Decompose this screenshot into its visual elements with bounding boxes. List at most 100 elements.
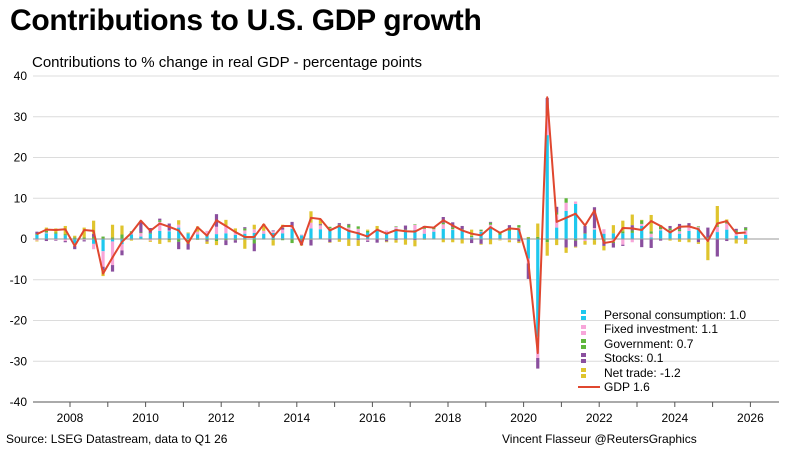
bar-segment-net-trade: [413, 240, 417, 247]
bar-segment-investment: [356, 228, 360, 233]
bar-segment-net-trade: [347, 239, 351, 246]
bar-segment-consumption: [205, 234, 209, 239]
bar-segment-government: [92, 236, 96, 239]
bar-segment-investment: [110, 241, 115, 266]
bar-segment-consumption: [734, 235, 738, 239]
bar-segment-government: [441, 222, 445, 225]
bar-segment-investment: [470, 236, 474, 238]
bar-segment-consumption: [195, 234, 200, 239]
bar-segment-government: [139, 232, 143, 234]
bar-segment-stocks: [507, 225, 512, 230]
bar-segment-consumption: [526, 239, 530, 259]
bar-segment-government: [545, 239, 549, 243]
bar-segment-investment: [592, 228, 597, 230]
bar-segment-consumption: [621, 233, 625, 239]
bar-segment-stocks: [659, 239, 663, 241]
legend-swatch: [581, 338, 586, 349]
bar-segment-investment: [677, 231, 682, 234]
bar-segment-stocks: [252, 243, 256, 252]
bar-segment-stocks: [139, 221, 143, 233]
legend-swatch: [581, 367, 586, 378]
bar-segment-consumption: [347, 230, 351, 239]
bar-segment-consumption: [384, 232, 389, 239]
bar-segment-investment: [602, 229, 606, 234]
bar-segment-investment: [318, 225, 323, 230]
bar-segment-stocks: [526, 263, 530, 279]
bar-segment-net-trade: [517, 241, 521, 244]
bar-segment-stocks: [356, 239, 360, 241]
bar-segment-consumption: [44, 233, 48, 239]
bar-segment-government: [290, 239, 294, 244]
legend-item-consumption: Personal consumption: 1.0: [578, 308, 746, 322]
bar-segment-net-trade: [649, 214, 653, 232]
legend-swatch: [581, 353, 586, 364]
bar-segment-stocks: [347, 223, 351, 225]
bar-segment-net-trade: [186, 232, 190, 234]
bar-segment-government: [35, 234, 39, 235]
bar-segment-investment: [734, 232, 738, 236]
bar-segment-government: [281, 239, 285, 241]
x-tick-label: 2010: [132, 411, 159, 425]
x-tick-label: 2016: [359, 411, 386, 425]
bar-segment-consumption: [403, 231, 408, 239]
bar-segment-consumption: [290, 228, 294, 239]
bar-segment-net-trade: [583, 241, 587, 245]
bar-segment-government: [696, 226, 701, 228]
bar-segment-net-trade: [224, 219, 228, 227]
bar-segment-investment: [715, 226, 719, 233]
bar-segment-stocks: [120, 250, 124, 256]
legend-swatch: [581, 324, 586, 335]
bar-segment-government: [158, 220, 162, 222]
bar-segment-net-trade: [120, 225, 124, 235]
bar-segment-consumption: [517, 229, 521, 239]
legend-label: Government: 0.7: [604, 336, 694, 351]
bar-segment-government: [507, 229, 512, 231]
bar-segment-investment: [347, 227, 351, 231]
bar-segment-stocks: [413, 239, 417, 241]
bar-segment-net-trade: [262, 223, 266, 231]
bar-segment-net-trade: [602, 245, 606, 251]
bar-segment-government: [233, 239, 237, 241]
x-tick-label: 2020: [510, 411, 537, 425]
bar-segment-net-trade: [734, 239, 738, 244]
bar-segment-stocks: [110, 265, 115, 272]
bar-segment-stocks: [281, 227, 285, 230]
y-tick-label: 10: [14, 191, 28, 205]
bar-segment-stocks: [687, 223, 691, 226]
bar-segment-net-trade: [129, 239, 134, 241]
bar-segment-government: [120, 234, 124, 239]
bar-segment-net-trade: [243, 239, 247, 249]
bar-segment-stocks: [337, 223, 341, 225]
bar-segment-stocks: [592, 207, 597, 228]
bar-segment-government: [659, 225, 663, 230]
bar-segment-net-trade: [110, 224, 115, 238]
y-tick-label: -10: [10, 273, 28, 287]
bar-segment-stocks: [271, 230, 275, 232]
bar-segment-net-trade: [488, 239, 493, 245]
bar-segment-investment: [309, 222, 313, 229]
bar-segment-investment: [545, 113, 549, 136]
bar-segment-consumption: [281, 233, 285, 239]
legend-item-gdp-line: GDP 1.6: [578, 380, 746, 394]
bar-segment-net-trade: [403, 239, 408, 245]
bar-segment-consumption: [177, 227, 181, 239]
chart-legend: Personal consumption: 1.0 Fixed investmen…: [578, 308, 746, 394]
bar-segment-consumption: [441, 228, 445, 239]
bar-segment-consumption: [451, 230, 455, 239]
bar-segment-stocks: [479, 239, 483, 244]
bar-segment-government: [214, 239, 219, 242]
bar-segment-government: [82, 237, 86, 239]
bar-segment-investment: [233, 232, 237, 235]
bar-segment-consumption: [630, 232, 634, 239]
bar-segment-consumption: [573, 203, 578, 239]
bar-segment-stocks: [44, 239, 48, 242]
bar-segment-investment: [177, 224, 181, 228]
bar-segment-consumption: [63, 235, 67, 239]
bar-segment-stocks: [384, 239, 389, 242]
gdp-line: [36, 96, 746, 355]
bar-segment-consumption: [309, 228, 313, 239]
bar-segment-net-trade: [687, 239, 691, 243]
x-axis: 2008 2010 2012 2014 2016 2018 2020 2022 2024 2026: [33, 401, 779, 425]
bar-segment-investment: [432, 229, 436, 232]
bar-segment-investment: [649, 233, 653, 238]
